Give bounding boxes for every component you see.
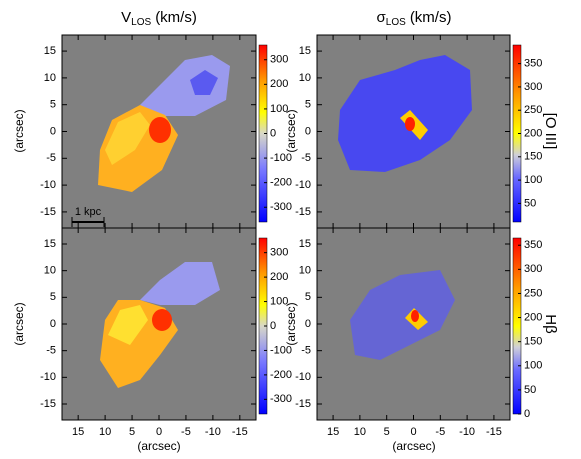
y-tick-label: 5 [305,291,311,303]
colorbar-tick-label: 100 [270,103,288,115]
colorbar-tick-label: 0 [270,127,276,139]
y-tick-label: 10 [44,265,56,277]
colorbar-tick-label: 350 [524,239,542,251]
x-tick-label: 5 [384,426,390,438]
colorbar-tick-label: 250 [524,287,542,299]
x-tick-label: 0 [156,426,162,438]
y-tick-label: -15 [295,398,311,410]
y-tick-label: 15 [44,238,56,250]
x-tick-label: 5 [129,426,135,438]
colorbar-tick-label: 200 [524,127,542,139]
x-tick-label: -5 [181,426,191,438]
x-tick-label: 15 [327,426,339,438]
y-axis-label: (arcsec) [284,302,298,345]
colorbar-tick-label: 100 [270,295,288,307]
colorbar-tick-label: 300 [524,263,542,275]
colorbar-tick-label: -100 [270,344,292,356]
y-tick-label: -5 [46,152,56,164]
y-tick-label: 0 [305,318,311,330]
column-title: σLOS (km/s) [377,9,452,28]
x-tick-label: -15 [232,426,248,438]
x-tick-label: 0 [410,426,416,438]
scale-bar-label: 1 kpc [75,206,102,218]
x-axis-label: (arcsec) [392,439,435,453]
x-tick-label: -15 [486,426,502,438]
colorbar-tick-label: 0 [524,408,530,420]
title-part: V [121,9,131,26]
y-axis-label: (arcsec) [12,109,26,152]
colorbar-tick-label: -100 [270,152,292,164]
y-tick-label: -10 [40,179,56,191]
title-part: (km/s) [155,9,197,26]
y-tick-label: 5 [50,99,56,111]
title-part: LOS [386,17,406,28]
y-tick-label: 10 [44,72,56,84]
colorbar-tick-label: 200 [270,78,288,90]
x-tick-label: -5 [435,426,445,438]
colorbar-tick-label: -200 [270,177,292,189]
x-tick-label: -10 [459,426,475,438]
y-tick-label: -15 [295,206,311,218]
colorbar-tick-label: 350 [524,58,542,70]
colorbar-tick-label: 100 [524,360,542,372]
colorbar-tick-label: 150 [524,151,542,163]
maps [62,35,510,420]
colorbar-tick-label: 0 [270,320,276,332]
y-tick-label: 15 [299,45,311,57]
colorbar-tick-label: 300 [270,247,288,259]
colorbar-tick-label: 100 [524,174,542,186]
colorbar-tick-label: 300 [270,54,288,66]
y-tick-label: -10 [295,179,311,191]
colorbar-tick-label: 200 [524,311,542,323]
colorbar [512,237,522,415]
x-tick-label: 15 [72,426,84,438]
colorbar-tick-label: -300 [270,393,292,405]
y-tick-label: -10 [40,371,56,383]
x-tick-label: -10 [205,426,221,438]
colorbar-tick-label: 150 [524,336,542,348]
column-title: VLOS (km/s) [121,9,197,28]
y-tick-label: 15 [299,238,311,250]
colorbar-tick-label: 250 [524,104,542,116]
y-tick-label: -5 [46,345,56,357]
y-tick-label: 0 [305,125,311,137]
y-tick-label: -10 [295,371,311,383]
x-tick-label: 10 [354,426,366,438]
y-tick-label: -5 [301,345,311,357]
colorbar-tick-label: 200 [270,271,288,283]
colorbar-tick-label: 300 [524,81,542,93]
y-tick-label: -15 [40,398,56,410]
colorbar-tick-label: -300 [270,201,292,213]
colorbar-tick-label: 50 [524,197,536,209]
y-tick-label: -5 [301,152,311,164]
y-tick-label: 10 [299,72,311,84]
x-tick-label: 10 [99,426,111,438]
y-tick-label: 0 [50,318,56,330]
y-tick-label: 10 [299,265,311,277]
title-part: (km/s) [410,9,452,26]
y-axis-label: (arcsec) [12,302,26,345]
y-axis-label: (arcsec) [284,109,298,152]
y-tick-label: 5 [305,99,311,111]
row-label: [O III] [542,113,559,150]
x-axis-label: (arcsec) [137,439,180,453]
y-tick-label: 5 [50,291,56,303]
row-label: Hβ [542,314,559,334]
y-tick-label: 15 [44,45,56,57]
y-tick-label: 0 [50,125,56,137]
colorbar-tick-label: -200 [270,369,292,381]
colorbar-tick-label: 50 [524,384,536,396]
title-part: σ [377,9,387,26]
title-part: LOS [131,17,151,28]
y-tick-label: -15 [40,206,56,218]
